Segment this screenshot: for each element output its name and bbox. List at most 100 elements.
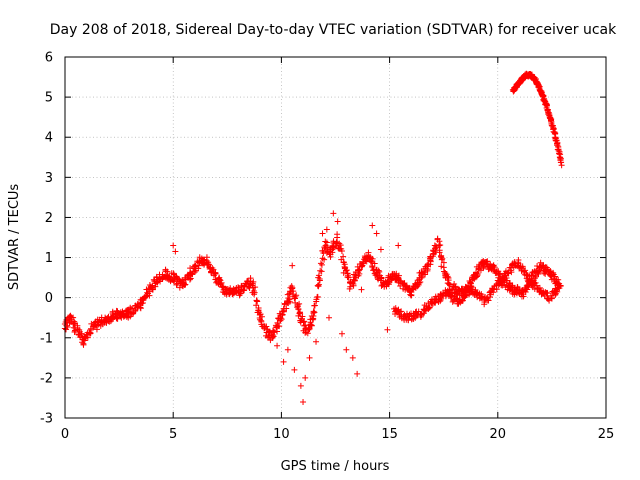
- data-point: [422, 307, 429, 314]
- data-point: [436, 247, 443, 254]
- data-point: [280, 358, 287, 365]
- data-point: [358, 263, 365, 270]
- data-point: [63, 322, 70, 329]
- data-point: [304, 330, 311, 337]
- data-point: [212, 269, 219, 276]
- data-point: [128, 305, 135, 312]
- data-point: [417, 279, 424, 286]
- x-tick-label: 10: [273, 427, 290, 442]
- data-point: [378, 274, 385, 281]
- data-point: [490, 289, 497, 296]
- data-point: [373, 230, 380, 237]
- data-point: [358, 286, 365, 293]
- data-point: [330, 210, 337, 217]
- data-point: [216, 274, 223, 281]
- data-point: [253, 297, 260, 304]
- data-point: [311, 309, 318, 316]
- data-point: [311, 302, 318, 309]
- data-point: [310, 309, 317, 316]
- data-point: [172, 248, 179, 255]
- grid-lines: [65, 57, 606, 418]
- data-point: [367, 257, 374, 264]
- data-point: [250, 278, 257, 285]
- data-point: [291, 366, 298, 373]
- data-point: [241, 287, 248, 294]
- data-point: [217, 277, 224, 284]
- data-point: [536, 284, 543, 291]
- data-point: [277, 315, 284, 322]
- data-point: [317, 267, 324, 274]
- data-point: [438, 254, 445, 261]
- data-point: [182, 281, 189, 288]
- data-point: [329, 249, 336, 256]
- data-point: [279, 312, 286, 319]
- y-tick-label: 5: [45, 91, 53, 106]
- data-point: [294, 303, 301, 310]
- data-point: [173, 281, 180, 288]
- data-point: [551, 273, 558, 280]
- data-point: [532, 273, 539, 280]
- data-point: [255, 307, 262, 314]
- data-point: [295, 312, 302, 319]
- data-point: [467, 279, 474, 286]
- plot-frame: [64, 56, 607, 419]
- data-point: [296, 309, 303, 316]
- data-point: [86, 330, 93, 337]
- data-point: [349, 354, 356, 361]
- data-point: [258, 313, 265, 320]
- data-point: [462, 292, 469, 299]
- x-axis-label: GPS time / hours: [281, 459, 390, 474]
- data-point: [338, 247, 345, 254]
- x-tick-labels: 0 5 10 15 20 25: [61, 427, 614, 442]
- data-point: [474, 270, 481, 277]
- data-point: [424, 266, 431, 273]
- data-point: [323, 226, 330, 233]
- data-point: [345, 272, 352, 279]
- data-point: [283, 305, 290, 312]
- data-point: [289, 284, 296, 291]
- data-point: [300, 398, 307, 405]
- data-point: [271, 329, 278, 336]
- data-point: [439, 255, 446, 262]
- data-point: [295, 306, 302, 313]
- data-point: [354, 370, 361, 377]
- data-point: [235, 284, 242, 291]
- data-point: [315, 281, 322, 288]
- data-point: [544, 290, 551, 297]
- data-point: [297, 382, 304, 389]
- data-point: [425, 304, 432, 311]
- data-point: [66, 320, 73, 327]
- data-point: [313, 298, 320, 305]
- data-point: [399, 280, 406, 287]
- data-point: [206, 261, 213, 268]
- data-point: [343, 267, 350, 274]
- y-tick-label: 3: [45, 171, 53, 186]
- data-point: [293, 292, 300, 299]
- data-point: [258, 317, 265, 324]
- x-tick-label: 0: [61, 427, 69, 442]
- data-point: [481, 301, 488, 308]
- data-point: [374, 269, 381, 276]
- data-point: [442, 270, 449, 277]
- data-point: [392, 311, 399, 318]
- data-point: [321, 256, 328, 263]
- data-point: [371, 260, 378, 267]
- data-point: [285, 295, 292, 302]
- axis-ticks: [64, 56, 607, 419]
- data-point: [261, 323, 268, 330]
- data-point: [211, 271, 218, 278]
- data-point: [532, 279, 539, 286]
- y-tick-label: 0: [45, 291, 53, 306]
- chart-title: Day 208 of 2018, Sidereal Day-to-day VTE…: [50, 22, 617, 38]
- data-point: [424, 262, 431, 269]
- data-point: [455, 286, 462, 293]
- data-point: [370, 266, 377, 273]
- data-point: [338, 330, 345, 337]
- data-point: [78, 331, 85, 338]
- data-point: [395, 242, 402, 249]
- data-point: [251, 291, 258, 298]
- data-point: [346, 285, 353, 292]
- data-point: [459, 297, 466, 304]
- data-point: [334, 218, 341, 225]
- y-tick-label: 2: [45, 211, 53, 226]
